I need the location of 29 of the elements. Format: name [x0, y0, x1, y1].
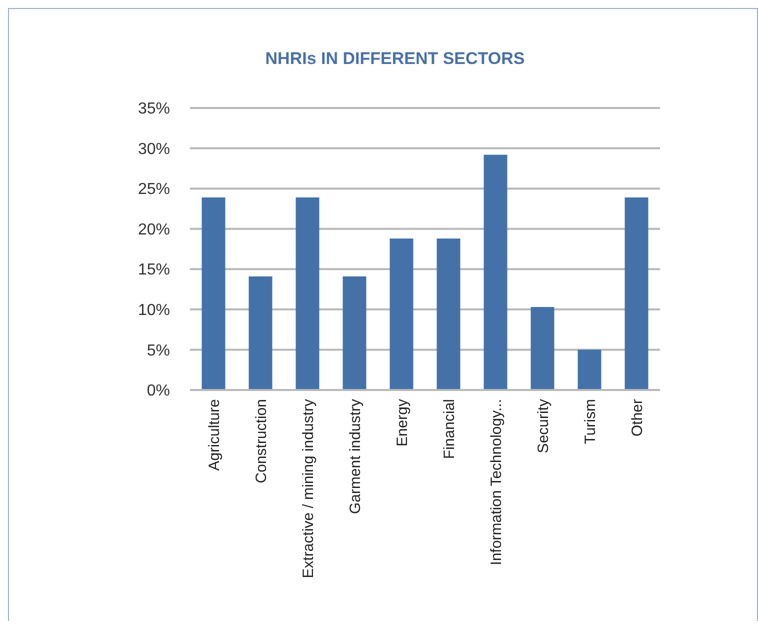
x-tick-label: Security	[534, 398, 552, 454]
chart-title: NHRIs IN DIFFERENT SECTORS	[265, 49, 525, 68]
x-tick-label: Other	[628, 398, 646, 437]
bar	[624, 197, 648, 390]
bar	[390, 238, 414, 390]
y-tick-label: 15%	[138, 262, 170, 279]
x-tick-label: Construction	[252, 399, 270, 484]
bar	[202, 197, 226, 390]
bar	[296, 197, 320, 390]
y-tick-label: 5%	[146, 342, 170, 360]
x-tick-label: Financial	[440, 399, 458, 460]
x-tick-label: Turism	[582, 399, 599, 444]
y-tick-label: 25%	[138, 181, 170, 198]
bar	[530, 307, 554, 390]
bar	[436, 238, 460, 390]
y-tick-label: 30%	[138, 140, 170, 158]
x-tick-label: Agriculture	[206, 399, 223, 471]
x-tick-label: Information Technology...	[488, 399, 505, 566]
x-tick-label: Extractive / mining industry	[300, 398, 317, 578]
y-tick-label: 35%	[138, 100, 170, 118]
bar	[484, 154, 508, 390]
y-tick-label: 20%	[138, 221, 170, 238]
x-tick-label: Garment industry	[346, 398, 364, 514]
x-tick-label: Energy	[394, 398, 411, 447]
bar	[248, 276, 272, 390]
y-tick-label: 10%	[138, 302, 170, 320]
bar	[578, 350, 602, 390]
y-tick-label: 0%	[146, 382, 170, 400]
bar	[342, 276, 366, 390]
